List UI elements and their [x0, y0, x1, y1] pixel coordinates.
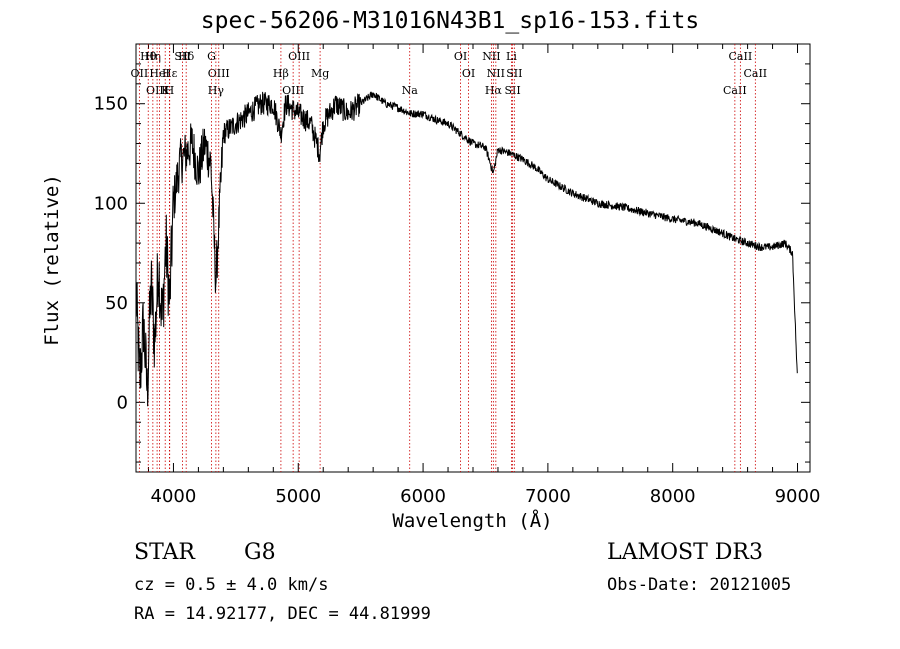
survey-name: LAMOST DR3: [607, 540, 763, 565]
line-label: Mg: [311, 67, 329, 80]
x-tick-label: 6000: [400, 486, 446, 507]
line-label: Li: [506, 50, 517, 63]
y-tick-label: 100: [94, 193, 128, 214]
spectrum-line: [135, 91, 798, 407]
redshift-info: cz = 0.5 ± 4.0 km/s: [134, 575, 329, 595]
line-label: CaII: [723, 84, 747, 97]
y-tick-label: 150: [94, 94, 128, 115]
line-label: H: [165, 84, 175, 97]
line-label: K: [161, 84, 170, 97]
coordinates: RA = 14.92177, DEC = 44.81999: [134, 604, 431, 624]
line-label: NII: [482, 50, 500, 63]
y-tick-label: 50: [105, 293, 128, 314]
x-tick-label: 8000: [650, 486, 696, 507]
obs-date: Obs-Date: 20121005: [607, 575, 792, 595]
object-subclass: G8: [244, 540, 276, 565]
line-label: CaII: [743, 67, 767, 80]
x-tick-label: 5000: [275, 486, 321, 507]
object-class: STAR: [134, 540, 195, 565]
line-label: Hβ: [273, 67, 289, 80]
line-label: HeI: [149, 67, 169, 80]
line-label: NII: [487, 67, 505, 80]
line-label: OI: [462, 67, 475, 80]
line-label: OIII: [282, 84, 304, 97]
x-tick-label: 9000: [775, 486, 821, 507]
line-label: Hγ: [208, 84, 225, 97]
line-label: SII: [504, 84, 520, 97]
line-label: OII: [131, 67, 149, 80]
line-label: Hα: [485, 84, 503, 97]
line-label: SII: [174, 50, 190, 63]
line-label: Hη: [145, 50, 161, 63]
line-label: G: [207, 50, 216, 63]
chart-title: spec-56206-M31016N43B1_sp16-153.fits: [200, 8, 700, 34]
line-label: OIII: [208, 67, 230, 80]
line-label: Hθ: [140, 50, 157, 63]
line-label: OIII: [146, 84, 168, 97]
y-axis-label: Flux (relative): [41, 174, 63, 346]
line-label: OI: [454, 50, 467, 63]
x-tick-label: 7000: [525, 486, 571, 507]
line-label: Na: [402, 84, 419, 97]
y-tick-label: 0: [117, 392, 128, 413]
x-tick-label: 4000: [151, 486, 197, 507]
plot-frame: [135, 43, 811, 473]
line-label: Hδ: [178, 50, 195, 63]
x-axis-label: Wavelength (Å): [392, 510, 553, 532]
line-label: SII: [506, 67, 522, 80]
line-label: OIII: [288, 50, 310, 63]
line-label: CaII: [729, 50, 753, 63]
